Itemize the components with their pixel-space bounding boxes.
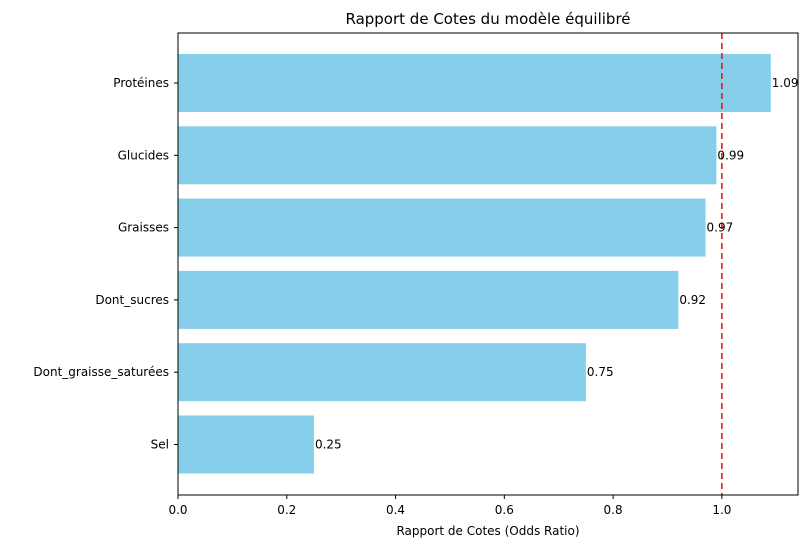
y-axis: Protéines Glucides Graisses Dont_sucres Dont…	[33, 76, 178, 452]
value-label-glucides: 0.99	[717, 148, 744, 162]
value-label-dont-graisse-saturees: 0.75	[587, 365, 614, 379]
plot-frame	[177, 32, 799, 496]
bar-dont-graisse-saturees	[178, 343, 586, 402]
x-tick-label-2: 0.4	[386, 503, 405, 517]
y-tick-label-proteines: Protéines	[113, 76, 169, 90]
x-tick-label-1: 0.2	[277, 503, 296, 517]
value-label-sel: 0.25	[315, 438, 342, 452]
chart-title: Rapport de Cotes du modèle équilibré	[345, 10, 630, 28]
x-tick-label-4: 0.8	[604, 503, 623, 517]
y-tick-label-glucides: Glucides	[118, 148, 169, 162]
x-axis: 0.0 0.2 0.4 0.6 0.8 1.0	[168, 495, 731, 517]
y-tick-label-dont-graisse-saturees: Dont_graisse_saturées	[33, 365, 169, 379]
value-label-dont-sucres: 0.92	[679, 293, 706, 307]
value-label-proteines: 1.09	[772, 76, 799, 90]
x-tick-label-3: 0.6	[495, 503, 514, 517]
bar-proteines	[178, 54, 771, 112]
value-labels-layer: 1.09 0.99 0.97 0.92 0.75 0.25	[315, 76, 799, 452]
y-tick-label-graisses: Graisses	[118, 221, 169, 235]
bar-sel	[178, 415, 314, 474]
bars-layer	[178, 54, 771, 474]
bar-graisses	[178, 198, 706, 257]
bar-dont-sucres	[178, 270, 679, 329]
x-axis-label: Rapport de Cotes (Odds Ratio)	[396, 524, 579, 538]
bar-glucides	[178, 126, 717, 185]
x-tick-label-5: 1.0	[712, 503, 731, 517]
value-label-graisses: 0.97	[707, 221, 734, 235]
y-tick-label-sel: Sel	[151, 438, 169, 452]
y-tick-label-dont-sucres: Dont_sucres	[95, 293, 169, 307]
x-tick-label-0: 0.0	[168, 503, 187, 517]
